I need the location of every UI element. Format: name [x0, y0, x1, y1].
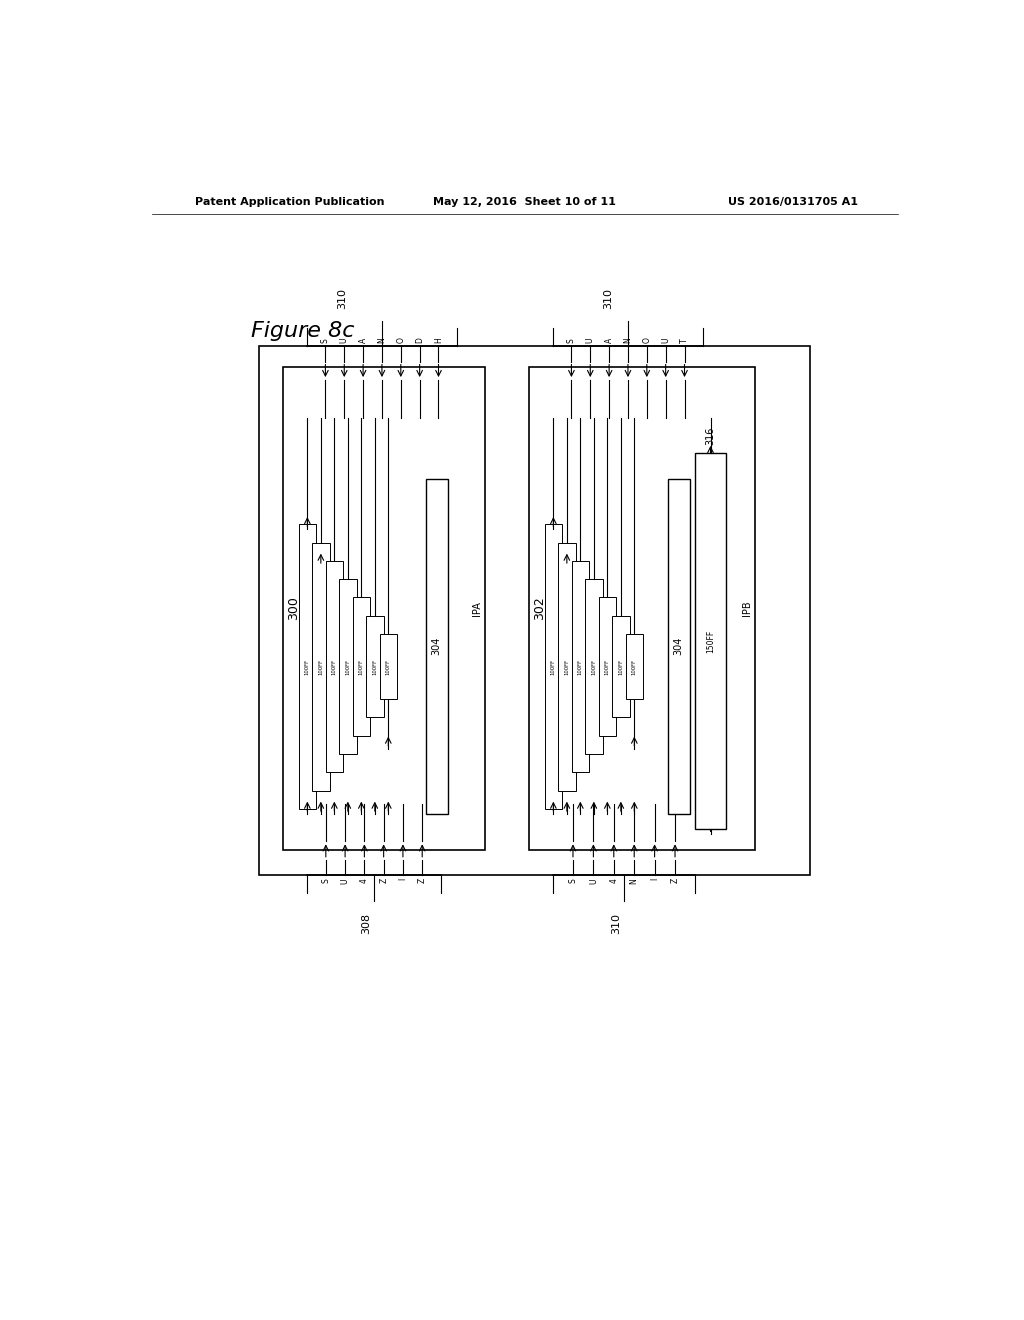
Text: 100FF: 100FF [318, 659, 324, 675]
Bar [585, 579, 602, 754]
Text: Z: Z [671, 878, 680, 883]
Text: 4: 4 [609, 878, 618, 883]
Bar [668, 479, 690, 814]
Text: I: I [398, 878, 408, 880]
Text: T: T [680, 339, 689, 343]
Bar [259, 346, 811, 875]
Text: 310: 310 [611, 912, 622, 933]
Text: US 2016/0131705 A1: US 2016/0131705 A1 [728, 197, 858, 207]
Bar [426, 479, 447, 814]
Text: N: N [624, 338, 633, 343]
Text: D: D [415, 338, 424, 343]
Text: May 12, 2016  Sheet 10 of 11: May 12, 2016 Sheet 10 of 11 [433, 197, 616, 207]
Text: 316: 316 [706, 426, 716, 445]
Text: 100FF: 100FF [632, 659, 637, 675]
Text: 100FF: 100FF [305, 659, 310, 675]
Text: 310: 310 [603, 288, 613, 309]
Bar [380, 634, 397, 700]
Text: 310: 310 [337, 288, 347, 309]
Text: 300: 300 [288, 597, 300, 620]
Text: 304: 304 [432, 638, 441, 656]
Text: S: S [567, 339, 575, 343]
Text: 100FF: 100FF [564, 659, 569, 675]
Bar [367, 615, 384, 718]
Text: O: O [642, 338, 651, 343]
Text: N: N [630, 878, 639, 884]
Text: 100FF: 100FF [618, 659, 624, 675]
Bar [545, 524, 562, 809]
Bar [283, 367, 485, 850]
Text: 304: 304 [674, 638, 684, 656]
Text: 100FF: 100FF [605, 659, 610, 675]
Text: A: A [358, 338, 368, 343]
Text: 100FF: 100FF [578, 659, 583, 675]
Text: 100FF: 100FF [345, 659, 350, 675]
Text: O: O [396, 338, 406, 343]
Bar [626, 634, 643, 700]
Text: Z: Z [379, 878, 388, 883]
Text: U: U [586, 338, 595, 343]
Text: 100FF: 100FF [386, 659, 391, 675]
Text: 150FF: 150FF [706, 630, 715, 653]
Bar [299, 524, 316, 809]
Bar [528, 367, 755, 850]
Text: N: N [378, 338, 386, 343]
Text: 100FF: 100FF [591, 659, 596, 675]
Bar [599, 598, 616, 735]
Text: Patent Application Publication: Patent Application Publication [196, 197, 385, 207]
Text: A: A [604, 338, 613, 343]
Text: S: S [321, 339, 330, 343]
Bar [326, 561, 343, 772]
Text: IPB: IPB [742, 601, 752, 616]
Bar [695, 453, 726, 829]
Text: 308: 308 [361, 912, 371, 933]
Bar [558, 543, 575, 791]
Text: IPA: IPA [472, 601, 482, 615]
Text: 100FF: 100FF [551, 659, 556, 675]
Text: U: U [662, 338, 670, 343]
Text: Z: Z [418, 878, 427, 883]
Text: 4: 4 [359, 878, 369, 883]
Text: 100FF: 100FF [373, 659, 377, 675]
Text: I: I [650, 878, 659, 880]
Text: U: U [589, 878, 598, 883]
Bar [352, 598, 370, 735]
Bar [571, 561, 589, 772]
Text: U: U [341, 878, 349, 883]
Text: S: S [568, 878, 578, 883]
Text: 100FF: 100FF [332, 659, 337, 675]
Text: H: H [434, 338, 443, 343]
Bar [339, 579, 356, 754]
Bar [312, 543, 330, 791]
Text: Figure 8c: Figure 8c [251, 321, 354, 341]
Text: 100FF: 100FF [358, 659, 364, 675]
Text: U: U [340, 338, 349, 343]
Bar [612, 615, 630, 718]
Text: 302: 302 [534, 597, 547, 620]
Text: S: S [322, 878, 331, 883]
